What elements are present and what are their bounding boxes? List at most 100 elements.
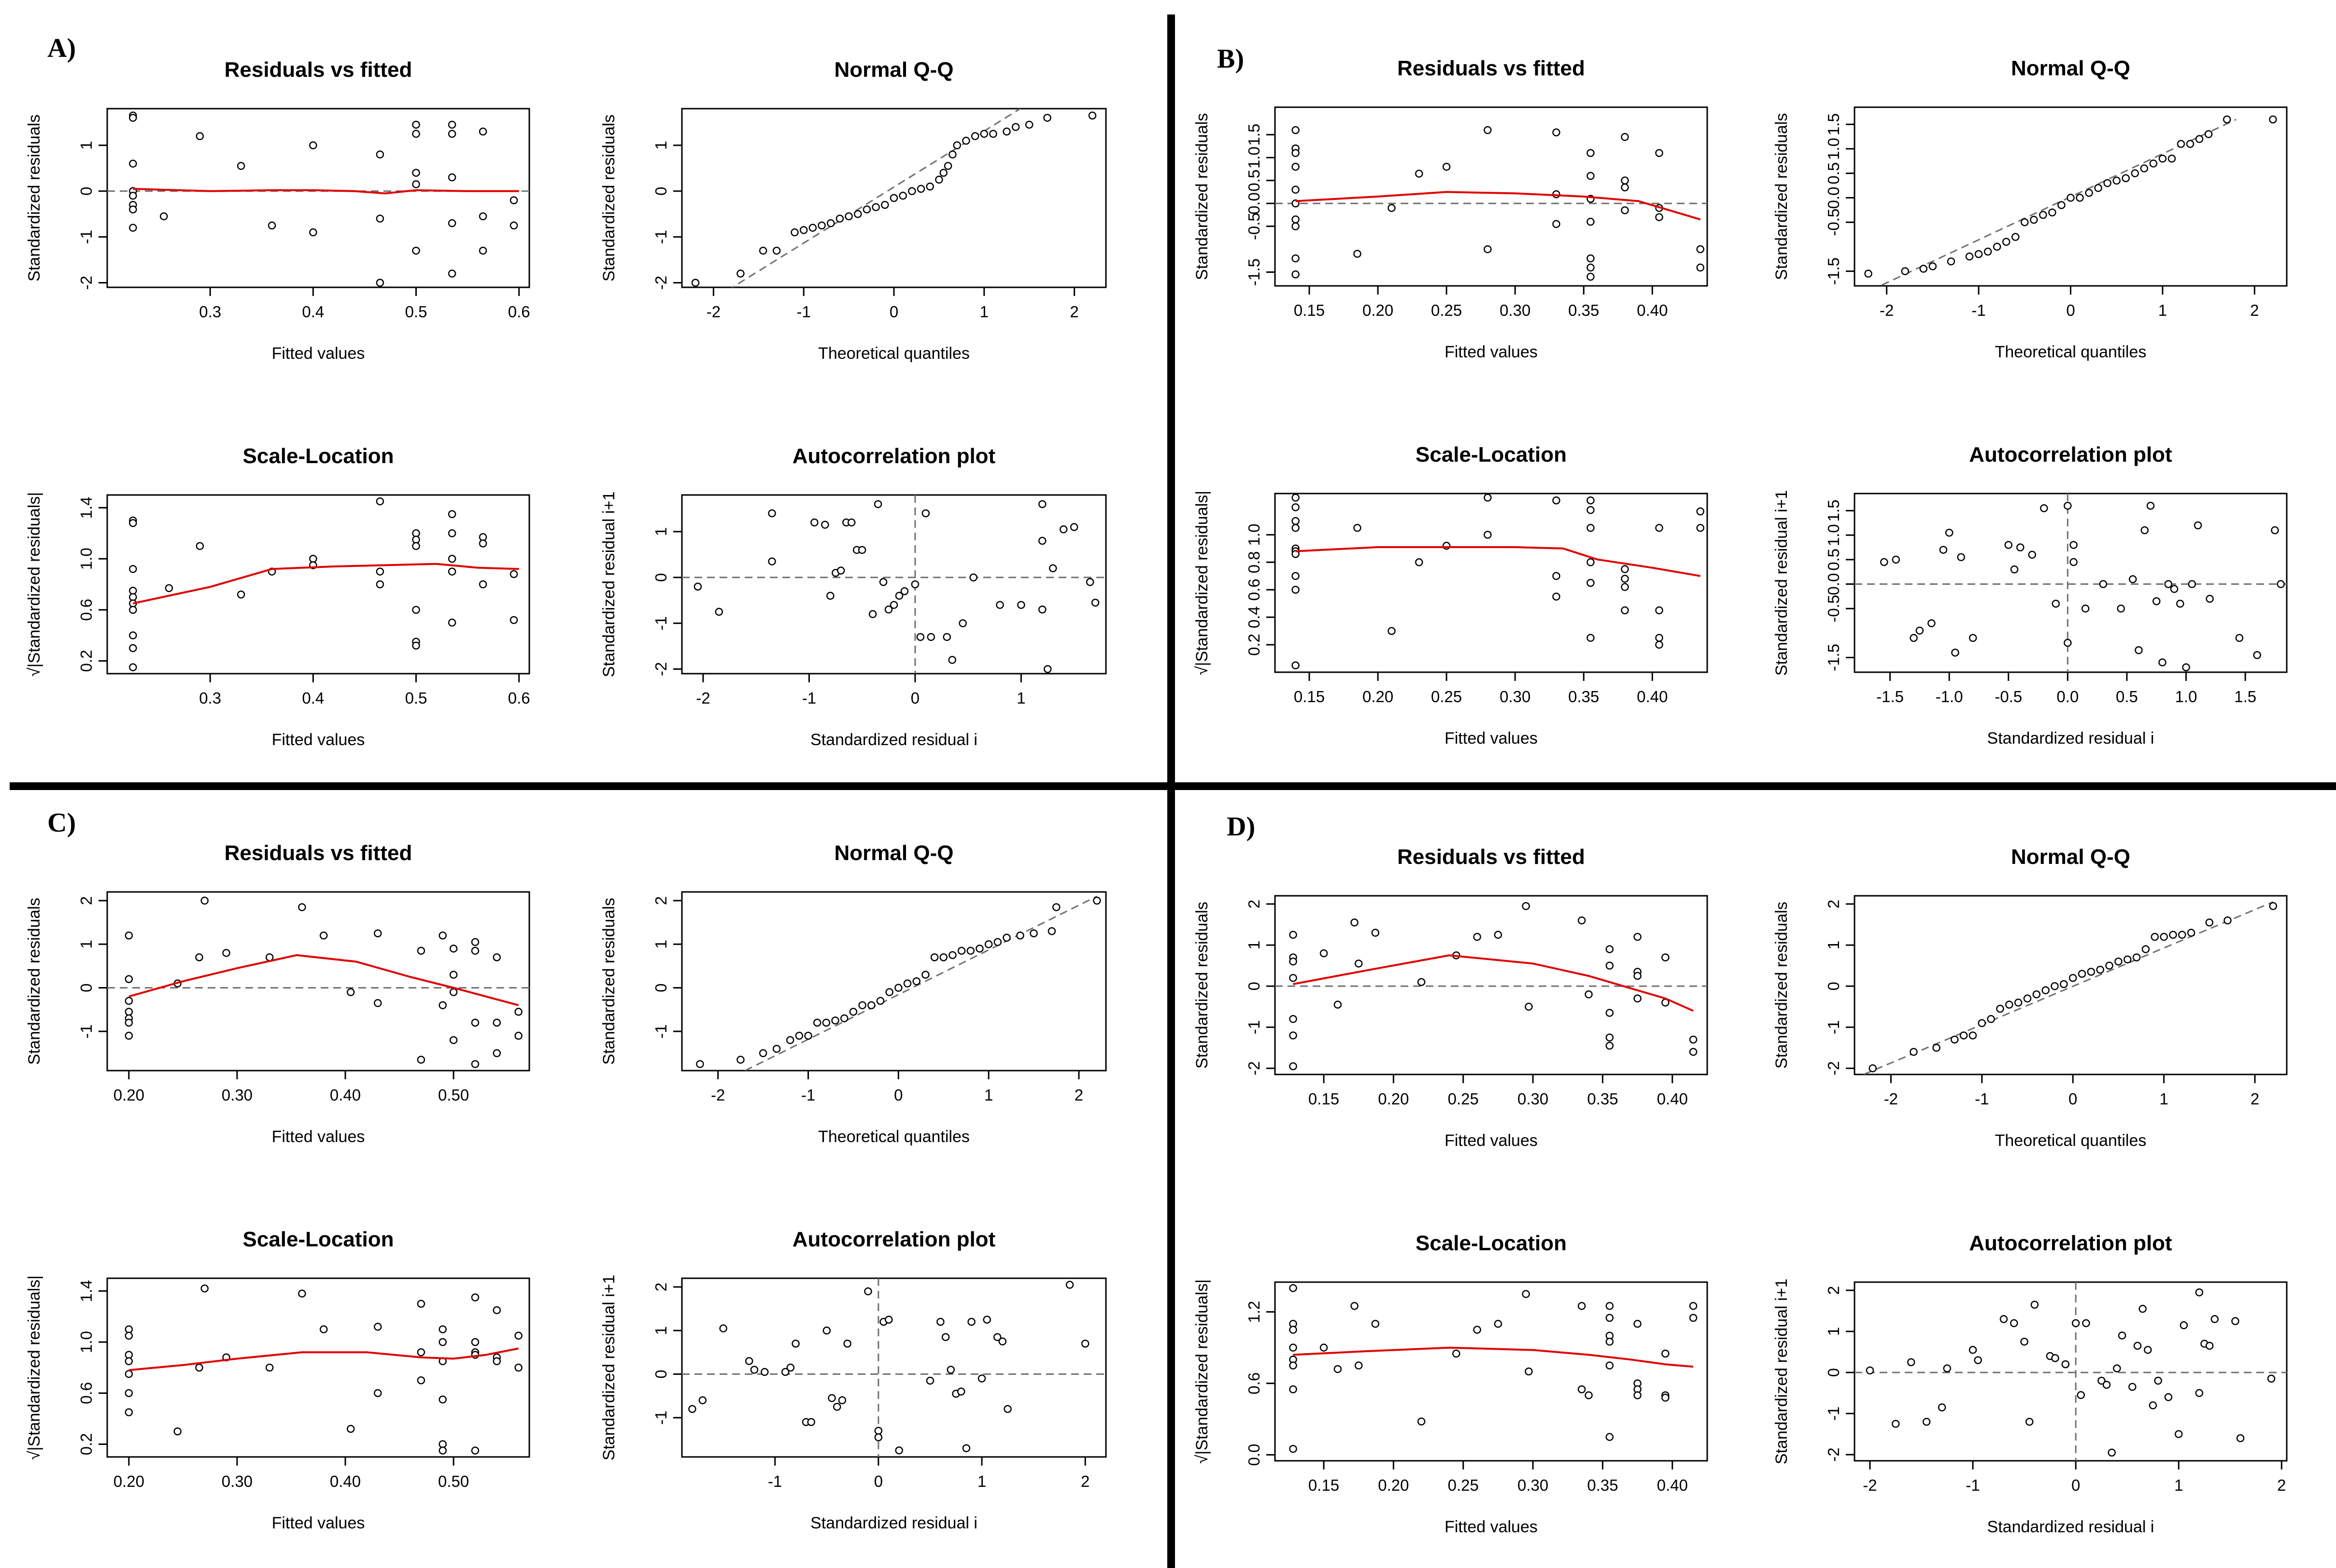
data-point xyxy=(1633,932,1642,941)
data-point xyxy=(1586,263,1595,272)
plot-12: Autocorrelation plot -1 0 1 2 -1 0 1 2 Standardiz… xyxy=(600,1228,1107,1532)
data-point xyxy=(1552,593,1560,601)
data-point xyxy=(1586,579,1595,587)
data-point xyxy=(1947,257,1955,266)
data-point xyxy=(1577,1302,1586,1310)
data-point xyxy=(1586,496,1595,505)
data-point xyxy=(759,1049,767,1058)
data-point xyxy=(412,180,420,188)
data-point xyxy=(129,113,137,122)
data-point xyxy=(412,641,420,650)
data-point xyxy=(761,1368,769,1376)
smoother-line xyxy=(1295,546,1701,577)
y-tick-label: 1.0 xyxy=(77,548,95,570)
plot-frame xyxy=(1274,493,1708,673)
data-point xyxy=(2194,521,2202,530)
data-point xyxy=(911,580,920,589)
data-point xyxy=(2071,1319,2080,1328)
x-axis-label: Theoretical quantiles xyxy=(818,344,970,363)
plot-title: Autocorrelation plot xyxy=(793,1228,996,1251)
data-point xyxy=(943,633,951,641)
y-tick-label: -0.5 xyxy=(1825,209,1842,236)
data-point xyxy=(129,644,137,652)
plot-title: Normal Q-Q xyxy=(835,841,954,865)
data-point xyxy=(1552,220,1560,228)
data-point xyxy=(1093,896,1101,905)
data-point xyxy=(1484,126,1492,134)
data-point xyxy=(768,557,776,565)
data-point xyxy=(2236,1434,2245,1442)
plot-title: Scale-Location xyxy=(1416,1231,1567,1255)
data-point xyxy=(1922,1417,1931,1426)
data-point xyxy=(2267,1374,2276,1383)
data-point xyxy=(1586,272,1595,281)
x-tick-label: 0.3 xyxy=(199,303,221,321)
data-point xyxy=(1048,927,1056,935)
y-axis-label: Standardized residual i+1 xyxy=(600,1275,618,1461)
y-tick-label: 0.5 xyxy=(1245,170,1263,192)
data-point xyxy=(696,1060,704,1068)
data-point xyxy=(2114,957,2123,966)
data-point xyxy=(2016,543,2025,551)
y-tick-label: 0.0 xyxy=(1245,192,1263,214)
data-point xyxy=(2023,994,2032,1003)
plot-title: Scale-Location xyxy=(243,444,394,468)
data-point xyxy=(1417,978,1426,986)
data-point xyxy=(872,203,880,212)
data-point xyxy=(962,1444,971,1453)
x-tick-label: -1.5 xyxy=(1876,688,1904,706)
data-point xyxy=(936,1317,945,1326)
y-tick-label: 1.0 xyxy=(1825,138,1842,160)
data-point xyxy=(265,1363,274,1372)
data-point xyxy=(471,946,480,955)
data-point xyxy=(2004,541,2013,549)
smoother-line xyxy=(132,563,519,605)
x-tick-label: -1 xyxy=(768,1472,782,1490)
x-axis-label: Fitted values xyxy=(1444,1131,1538,1150)
data-point xyxy=(2032,990,2041,999)
data-point xyxy=(1907,1358,1915,1367)
data-point xyxy=(890,601,898,609)
data-point xyxy=(1473,1326,1481,1334)
data-point xyxy=(1065,1281,1074,1289)
data-point xyxy=(1605,961,1614,970)
data-point xyxy=(1387,204,1396,212)
data-point xyxy=(376,150,384,159)
data-point xyxy=(1291,185,1300,194)
x-tick-label: 0.40 xyxy=(1657,1476,1688,1494)
data-point xyxy=(2094,184,2102,192)
x-tick-label: 0.25 xyxy=(1431,688,1462,706)
data-point xyxy=(1371,929,1380,937)
data-point xyxy=(2269,115,2277,124)
x-tick-label: -0.5 xyxy=(1995,688,2022,706)
data-point xyxy=(1415,170,1423,178)
data-point xyxy=(1974,250,1983,258)
y-axis-label: Standardized residuals xyxy=(1193,902,1211,1069)
y-tick-label: -1 xyxy=(652,1411,670,1425)
x-axis-label: Theoretical quantiles xyxy=(1995,1131,2147,1150)
data-point xyxy=(165,584,173,593)
data-point xyxy=(1522,1290,1530,1298)
smoother-line xyxy=(128,954,519,1006)
x-tick-label: 0 xyxy=(890,303,898,321)
data-point xyxy=(1003,127,1011,136)
data-point xyxy=(1291,661,1300,670)
data-point xyxy=(908,187,916,196)
data-point xyxy=(874,500,882,509)
data-point xyxy=(957,1387,965,1396)
x-tick-label: 0.35 xyxy=(1568,688,1599,706)
y-tick-label: 0 xyxy=(77,983,95,992)
x-tick-label: 0.20 xyxy=(1362,688,1393,706)
data-point xyxy=(957,946,966,955)
data-point xyxy=(2048,208,2056,217)
y-tick-label: 0.0 xyxy=(1245,1444,1263,1466)
data-point xyxy=(1003,933,1011,942)
data-point xyxy=(2223,115,2231,124)
plot-frame xyxy=(106,1277,530,1458)
y-tick-label: 1.4 xyxy=(77,1280,95,1302)
data-point xyxy=(1655,634,1663,642)
data-point xyxy=(1038,537,1047,545)
data-point xyxy=(2128,575,2137,583)
data-point xyxy=(2170,585,2179,593)
data-point xyxy=(1525,1003,1533,1011)
